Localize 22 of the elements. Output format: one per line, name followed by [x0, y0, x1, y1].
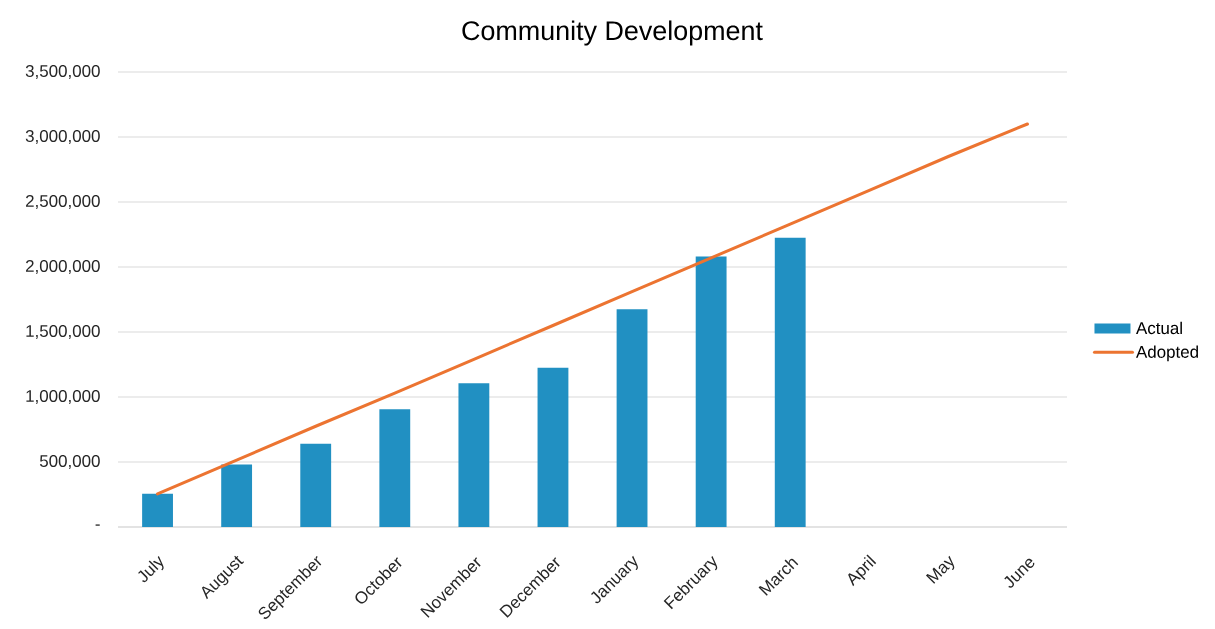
y-tick-label: 2,500,000 — [25, 195, 100, 209]
y-tick-label: 3,500,000 — [25, 65, 100, 79]
bar — [300, 443, 332, 527]
bar — [774, 237, 806, 527]
y-tick-label: 1,500,000 — [26, 325, 100, 339]
bar — [695, 256, 727, 527]
bar — [537, 367, 569, 527]
bar — [616, 309, 648, 527]
x-tick-label: July — [138, 555, 164, 583]
y-tick-label: 2,000,000 — [25, 260, 100, 274]
bar — [379, 409, 411, 527]
y-tick-label: - — [95, 524, 100, 526]
legend-label: Actual — [1136, 321, 1182, 335]
bar — [142, 493, 173, 527]
chart-title: Community Development — [462, 20, 763, 46]
x-tick-label: May — [925, 555, 955, 584]
y-tick-label: 1,000,000 — [26, 390, 100, 404]
legend-label: Adopted — [1136, 345, 1198, 362]
bar — [221, 464, 253, 527]
bar — [458, 383, 490, 527]
y-tick-label: 500,000 — [39, 455, 100, 469]
y-tick-label: 3,000,000 — [25, 130, 100, 144]
